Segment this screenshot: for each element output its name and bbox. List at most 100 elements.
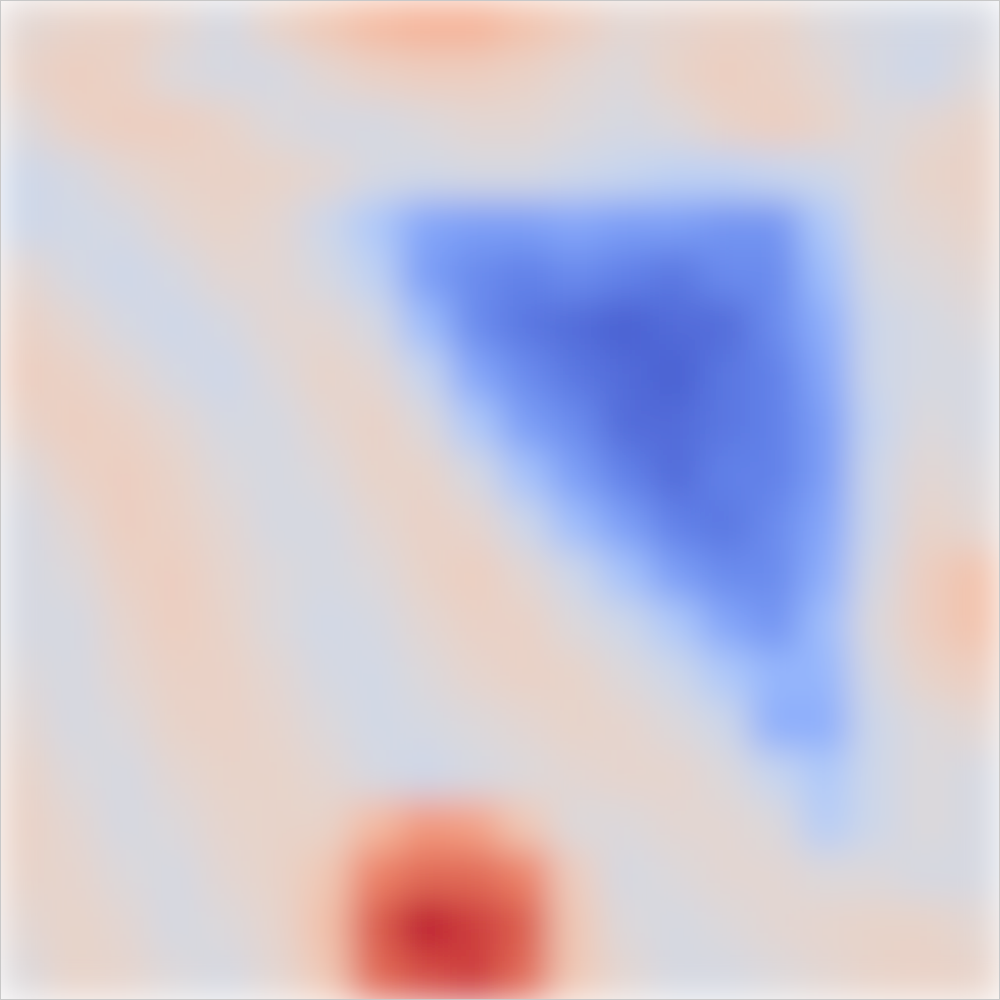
heatmap-cell [350,500,401,551]
heatmap-cell [200,400,251,451]
heatmap-cell [300,150,351,201]
heatmap-cell [800,450,851,501]
heatmap-cell [500,750,551,801]
heatmap-cell [300,100,351,151]
cells [0,0,1000,1000]
heatmap-cell [400,0,451,51]
heatmap-cell [800,550,851,601]
heatmap-cell [350,250,401,301]
heatmap-cell [0,650,51,701]
heatmap-cell [500,0,551,51]
heatmap-cell [300,350,351,401]
heatmap-cell [700,350,751,401]
cell-layer [0,0,1000,1000]
heatmap-cell [500,850,551,901]
heatmap-cell [700,850,751,901]
heatmap-cell [200,850,251,901]
heatmap-cell [100,300,151,351]
heatmap-cell [150,350,201,401]
heatmap-cell [950,450,1000,501]
heatmap-cell [700,400,751,451]
heatmap-cell [100,700,151,751]
heatmap-cell [750,750,801,801]
heatmap-cell [750,500,801,551]
heatmap-cell [600,950,651,1000]
heatmap-cell [950,350,1000,401]
heatmap-cell [800,150,851,201]
heatmap-cell [850,900,901,951]
heatmap-cell [500,500,551,551]
heatmap-cell [300,850,351,901]
heatmap-cell [50,550,101,601]
heatmap-cell [450,500,501,551]
heatmap-cell [450,750,501,801]
heatmap-cell [500,250,551,301]
heatmap-cell [850,150,901,201]
heatmap-cell [650,350,701,401]
heatmap-cell [200,800,251,851]
heatmap-cell [0,400,51,451]
heatmap-cell [350,650,401,701]
heatmap-cell [0,500,51,551]
heatmap-cell [550,200,601,251]
heatmap-cell [0,900,51,951]
heatmap-cell [700,200,751,251]
heatmap-cell [950,900,1000,951]
heatmap-cell [150,300,201,351]
heatmap-cell [900,200,951,251]
heatmap-cell [750,900,801,951]
heatmap-cell [100,800,151,851]
heatmap-cell [100,900,151,951]
heatmap-cell [150,450,201,501]
heatmap-cell [850,50,901,101]
heatmap-cell [700,550,751,601]
heatmap-cell [800,350,851,401]
heatmap-cell [200,250,251,301]
heatmap-cell [650,100,701,151]
heatmap-cell [600,200,651,251]
heatmap-cell [200,350,251,401]
heatmap-cell [100,950,151,1000]
heatmap-cell [750,600,801,651]
heatmap-cell [50,200,101,251]
heatmap-cell [950,200,1000,251]
heatmap-cell [950,950,1000,1000]
heatmap-cell [550,250,601,301]
heatmap-cell [350,0,401,51]
heatmap-cell [900,500,951,551]
heatmap-cell [500,150,551,201]
heatmap-cell [150,150,201,201]
heatmap-cell [250,600,301,651]
heatmap-cell [950,700,1000,751]
heatmap-cell [250,350,301,401]
heatmap-cell [350,50,401,101]
heatmap-cell [800,850,851,901]
heatmap-cell [350,750,401,801]
heatmap-cell [750,800,801,851]
heatmap-cell [200,450,251,501]
heatmap-cell [250,150,301,201]
heatmap-cell [750,250,801,301]
heatmap-cell [750,350,801,401]
heatmap-cell [600,700,651,751]
heatmap-cell [900,650,951,701]
heatmap-cell [550,650,601,701]
heatmap-cell [850,350,901,401]
heatmap-cell [850,0,901,51]
heatmap-cell [450,250,501,301]
heatmap-cell [950,250,1000,301]
heatmap-cell [600,250,651,301]
heatmap-cell [100,850,151,901]
heatmap-cell [100,650,151,701]
heatmap-cell [250,50,301,101]
heatmap-cell [500,50,551,101]
heatmap-cell [400,900,451,951]
heatmap-cell [600,500,651,551]
heatmap-cell [750,650,801,701]
heatmap-cell [50,50,101,101]
heatmap-cell [50,900,101,951]
heatmap-cell [0,550,51,601]
heatmap-cell [350,350,401,401]
heatmap-cell [550,100,601,151]
heatmap-cell [0,0,51,51]
